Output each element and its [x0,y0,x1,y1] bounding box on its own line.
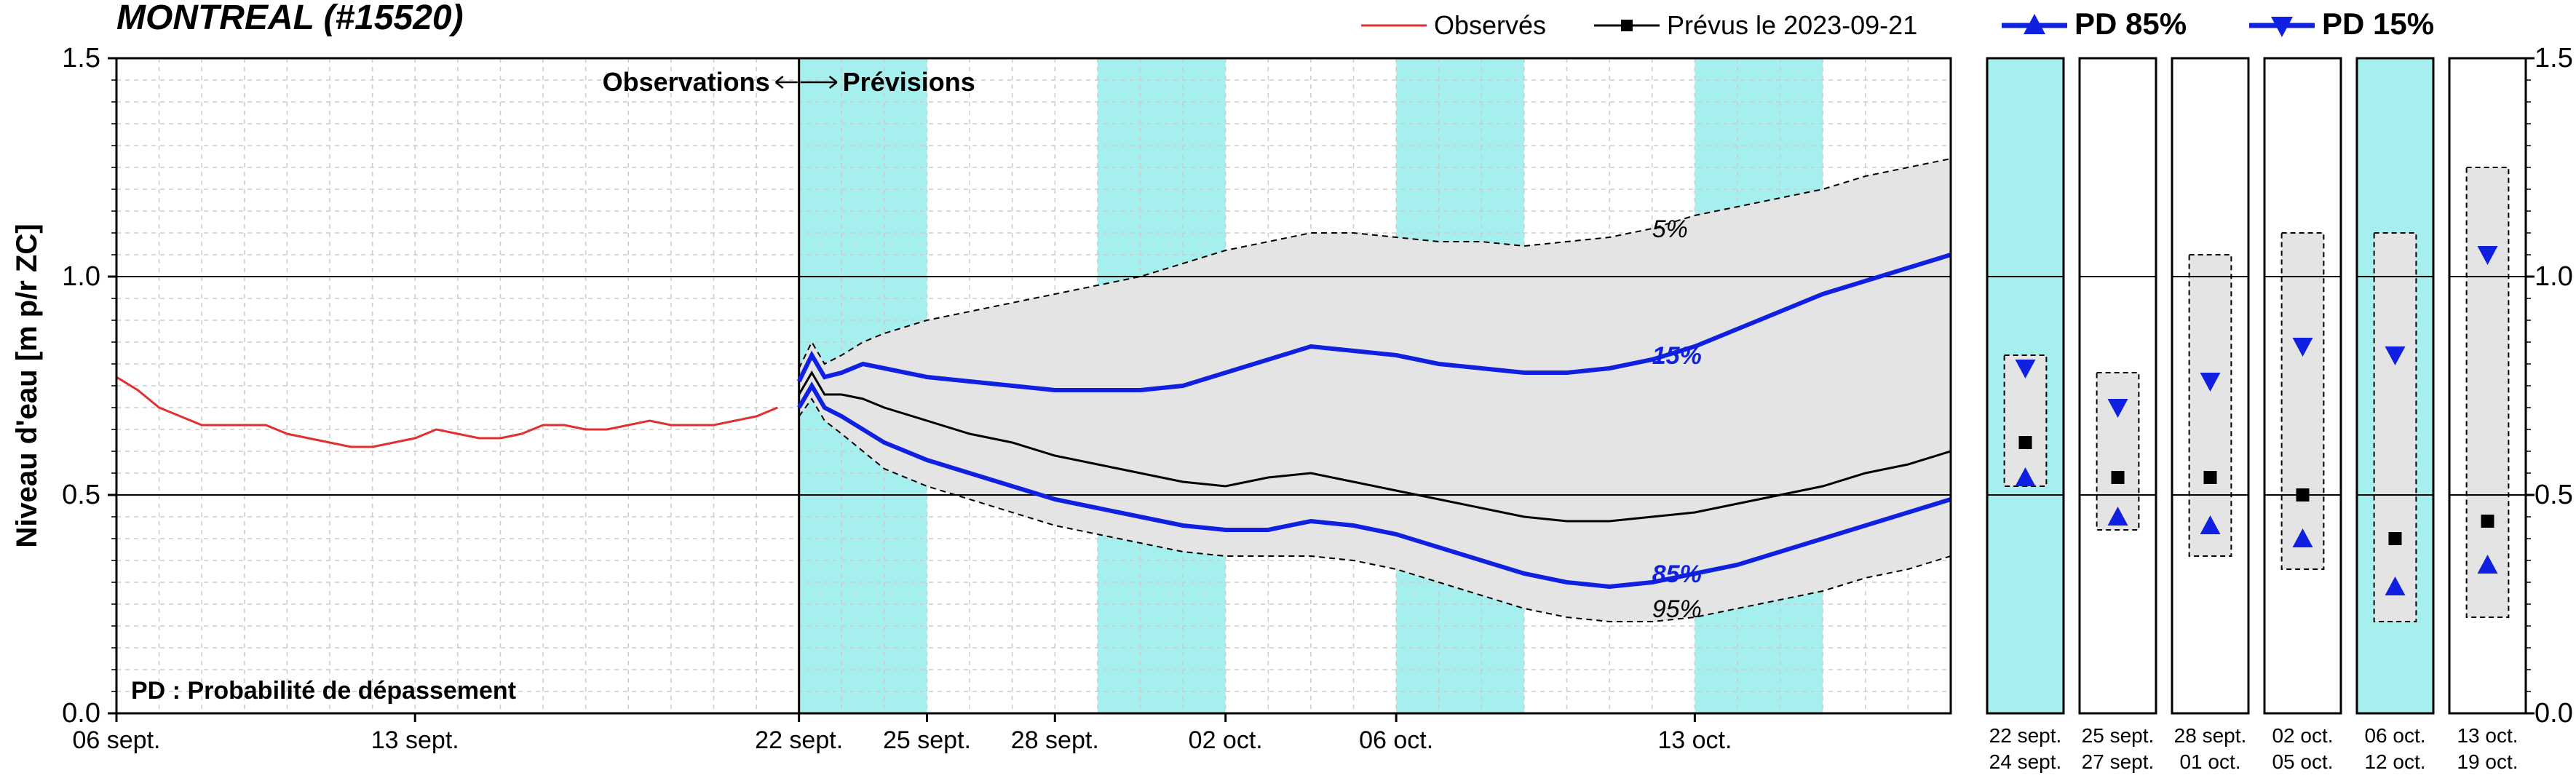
small-p50-marker-1 [2112,471,2125,484]
legend-observed-label: Observés [1434,10,1546,40]
small-panel-date-top-5: 13 oct. [2457,724,2518,747]
small-panel-date-top-4: 06 oct. [2364,724,2425,747]
x-tick-label: 13 oct. [1657,726,1732,754]
small-panel-date-bot-4: 12 oct. [2364,750,2425,773]
x-tick-label: 28 sept. [1011,726,1099,754]
small-panel-box-1 [2097,373,2139,530]
y-axis-label: Niveau d'eau [m p/r ZC] [11,223,43,547]
small-p50-marker-2 [2204,471,2217,484]
x-tick-label: 02 oct. [1189,726,1263,754]
y-tick-label-right: 0.5 [2535,480,2573,510]
small-p50-marker-3 [2296,488,2310,501]
small-panel-date-top-0: 22 sept. [1989,724,2062,747]
y-tick-label: 0.0 [62,698,100,729]
legend-pd85-label: PD 85% [2074,7,2187,41]
small-panel-date-top-3: 02 oct. [2272,724,2333,747]
y-tick-label-right: 0.0 [2535,698,2573,729]
small-p50-marker-4 [2389,532,2402,545]
small-p50-marker-5 [2481,515,2494,528]
legend-forecast-label: Prévus le 2023-09-21 [1667,10,1917,40]
small-panel-box-3 [2282,233,2324,569]
small-panel-date-bot-5: 19 oct. [2457,750,2518,773]
x-tick-label: 22 sept. [755,726,843,754]
small-panel-date-bot-3: 05 oct. [2272,750,2333,773]
y-tick-label-right: 1.5 [2535,43,2573,74]
small-p50-marker-0 [2019,436,2032,449]
small-panel-date-bot-1: 27 sept. [2082,750,2155,773]
x-tick-label: 13 sept. [371,726,459,754]
legend-forecast-marker [1621,20,1633,31]
small-panel-box-5 [2467,167,2509,617]
pct-label-15%: 15% [1652,342,1702,370]
pct-label-85%: 85% [1652,560,1702,588]
small-panel-date-top-1: 25 sept. [2082,724,2155,747]
y-tick-label: 0.5 [62,480,100,510]
chart-title: MONTREAL (#15520) [116,0,464,37]
pct-label-5%: 5% [1652,215,1688,243]
small-panel-date-bot-0: 24 sept. [1989,750,2062,773]
y-tick-label-right: 1.0 [2535,261,2573,292]
footer-label: PD : Probabilité de dépassement [131,677,516,705]
small-panel-date-top-2: 28 sept. [2174,724,2247,747]
pct-label-95%: 95% [1652,595,1702,623]
small-panel-box-2 [2189,255,2232,556]
previsions-label: Prévisions [843,67,975,97]
observations-label: Observations [603,67,770,97]
x-tick-label: 25 sept. [883,726,971,754]
small-panel-date-bot-2: 01 oct. [2179,750,2240,773]
x-tick-label: 06 sept. [73,726,161,754]
y-tick-label: 1.0 [62,261,100,292]
legend-pd15-label: PD 15% [2322,7,2434,41]
chart-container: MONTREAL (#15520) Observés Prévus le 2023-… [0,0,2576,781]
y-tick-label: 1.5 [62,43,100,74]
small-panel-box-4 [2374,233,2417,622]
x-tick-label: 06 oct. [1359,726,1433,754]
chart-svg: MONTREAL (#15520) Observés Prévus le 2023-… [0,0,2576,781]
